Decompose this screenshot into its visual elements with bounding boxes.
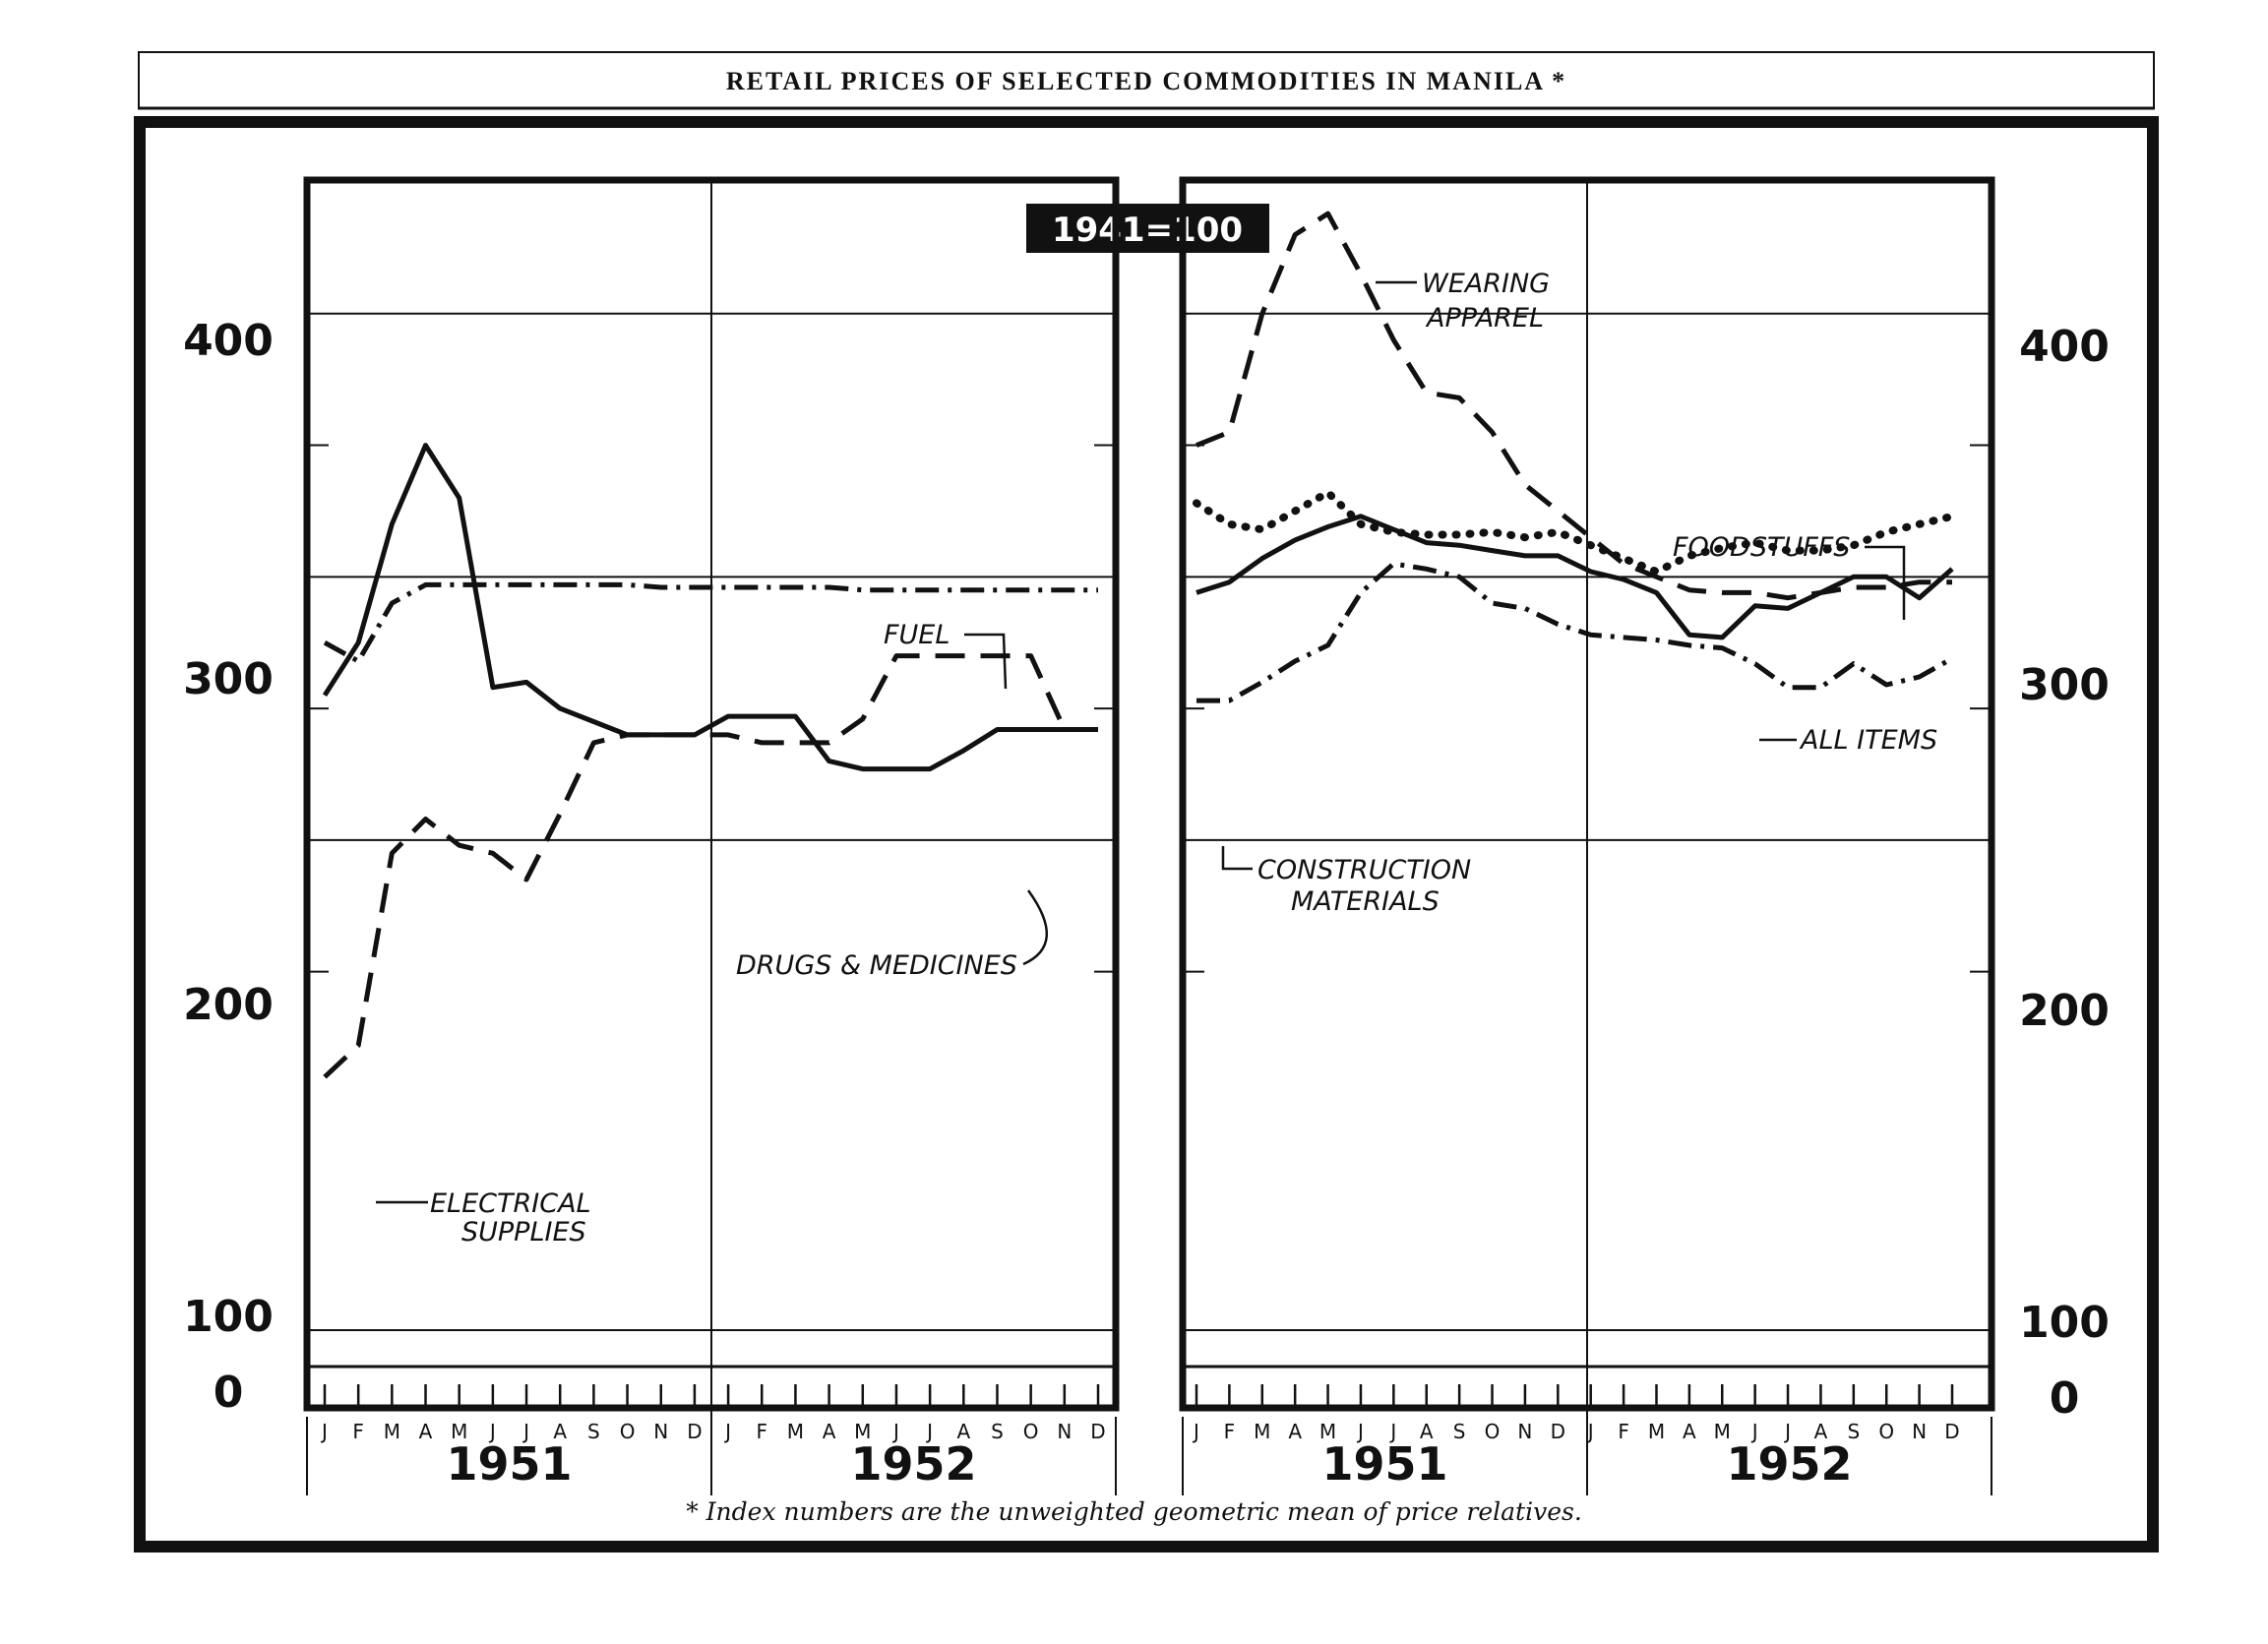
callout-drugs [1022,889,1049,966]
callout-foodstuffs [1865,545,1906,620]
month-label: N [1057,1420,1072,1443]
month-label: J [1192,1420,1199,1443]
month-label: J [891,1420,899,1443]
month-label: M [1254,1420,1270,1443]
month-label: F [352,1420,364,1443]
y-tick-label-right: 100 [2019,1298,2110,1348]
year-label: 1952 [1726,1437,1852,1491]
month-label: D [687,1420,702,1443]
y-tick-label-left: 400 [183,316,274,366]
series-label-foodstuffs: FOODSTUFFS [1673,532,1850,563]
month-label: A [1288,1420,1302,1443]
month-label: A [823,1420,836,1443]
month-label: J [488,1420,496,1443]
month-label: O [1485,1420,1501,1443]
month-label: D [1944,1420,1959,1443]
outer-frame [134,116,2159,1553]
footnote: * Index numbers are the unweighted geome… [686,1497,1582,1526]
y-tick-label-left: 0 [214,1368,244,1418]
month-label: S [991,1420,1004,1443]
month-label: M [1714,1420,1731,1443]
series-line-all-items [1195,514,1954,640]
base-label-box [1026,204,1269,253]
month-label: M [451,1420,467,1443]
month-label: S [587,1420,600,1443]
month-label: D [1551,1420,1565,1443]
y-tick-label-right: 400 [2019,322,2110,372]
month-label: F [1618,1420,1629,1443]
month-label: M [384,1420,400,1443]
month-label: N [653,1420,668,1443]
month-label: F [1224,1420,1236,1443]
month-label: J [723,1420,731,1443]
series-label-apparel-2: APPAREL [1425,303,1544,334]
month-label: O [1878,1420,1894,1443]
month-label: O [620,1420,636,1443]
series-line-construction-materials [1196,561,1954,703]
month-label: S [1847,1420,1860,1443]
month-label: M [787,1420,804,1443]
month-label: M [854,1420,871,1443]
series-label-apparel: WEARING [1422,269,1550,299]
series-label-drugs: DRUGS & MEDICINES [736,950,1017,981]
month-label: A [1420,1420,1434,1443]
chart-title: RETAIL PRICES OF SELECTED COMMODITIES IN… [138,51,2155,108]
series-label-electrical-2: SUPPLIES [461,1217,586,1248]
callout-construction [1221,846,1253,871]
callout-fuel [964,633,1008,690]
panel-right [1179,176,1995,1495]
year-label: 1952 [850,1437,976,1491]
month-label: J [1586,1420,1594,1443]
month-label: A [553,1420,567,1443]
month-label: J [1783,1420,1791,1443]
month-label: A [419,1420,433,1443]
month-label: F [757,1420,768,1443]
panel-left [303,176,1120,1495]
series-line-drugs-medicines [322,443,1098,772]
year-label: 1951 [446,1437,572,1491]
y-tick-label-right: 200 [2019,986,2110,1036]
month-label: A [1683,1420,1696,1443]
series-line-foodstuffs [1193,488,1956,576]
year-label: 1951 [1321,1437,1447,1491]
month-label: M [1648,1420,1665,1443]
y-tick-label-right: 300 [2019,660,2110,710]
month-label: N [1912,1420,1927,1443]
month-label: D [1090,1420,1105,1443]
month-label: J [925,1420,933,1443]
month-label: J [521,1420,529,1443]
series-label-construction-2: MATERIALS [1291,886,1440,917]
month-label: N [1517,1420,1532,1443]
y-tick-label-left: 100 [183,1292,274,1342]
month-label: J [320,1420,328,1443]
series-label-fuel: FUEL [884,620,950,650]
series-line-fuel [323,581,1098,664]
y-tick-label-left: 300 [183,654,274,704]
month-label: A [956,1420,970,1443]
series-line-electrical-supplies [323,653,1098,1079]
series-label-all-items: ALL ITEMS [1799,725,1937,756]
month-label: O [1023,1420,1039,1443]
y-tick-label-left: 200 [183,980,274,1030]
month-label: A [1814,1420,1828,1443]
series-label-electrical: ELECTRICAL [430,1188,591,1219]
series-label-construction: CONSTRUCTION [1257,855,1471,885]
month-label: J [1750,1420,1758,1443]
month-label: S [1453,1420,1466,1443]
base-label: 1941=100 [1052,211,1243,250]
month-label: J [1356,1420,1364,1443]
y-tick-label-right: 0 [2050,1373,2080,1424]
month-label: M [1319,1420,1336,1443]
month-label: J [1388,1420,1396,1443]
